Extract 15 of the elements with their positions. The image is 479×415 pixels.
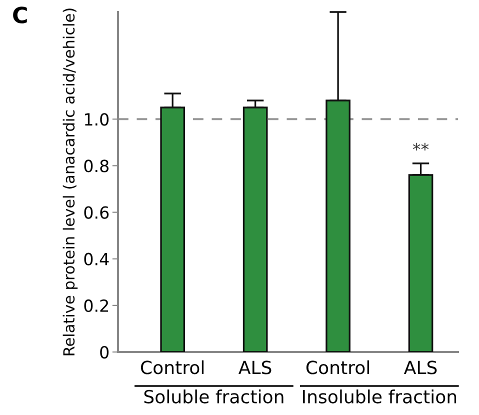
text: Soluble fraction — [144, 390, 284, 404]
x-tick-label: Control — [306, 360, 369, 374]
x-tick-label: ALS — [238, 360, 272, 374]
x-tick-label: ALS — [404, 360, 437, 374]
y-tick-label: 0 — [100, 346, 109, 359]
annotation: ** — [412, 142, 429, 150]
y-tick-label: 0.2 — [84, 299, 108, 312]
text: Insoluble fraction — [303, 390, 456, 404]
y-tick-label: 0.8 — [84, 160, 109, 172]
text: C — [13, 6, 27, 24]
y-tick-label: 1.0 — [84, 113, 109, 126]
y-tick-label: 0.4 — [84, 252, 109, 266]
x-tick-label: Control — [140, 360, 204, 374]
y-tick-label: 0.6 — [84, 206, 109, 219]
y-axis-title: Relative protein level (anacardic acid/vehicle) — [62, 8, 78, 356]
